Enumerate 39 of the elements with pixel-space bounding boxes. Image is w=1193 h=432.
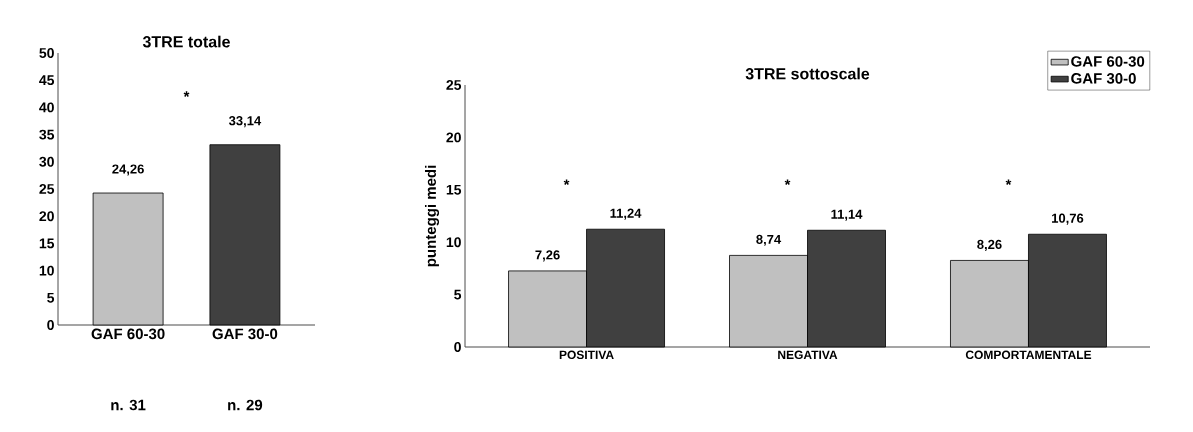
data-label: 7,26 [535,250,560,262]
annotation: * [784,179,791,185]
text: n. 29 [228,399,263,411]
legend-label: GAF 30-0 [1071,73,1136,84]
y-tick-label: 50 [39,48,54,58]
annotation: * [1005,179,1012,185]
y-tick-label: 25 [39,184,55,194]
text: n. 31 [111,399,146,411]
y-axis-title: punteggi medi [424,165,440,267]
y-tick-label: 25 [446,80,462,90]
data-label: 11,14 [831,209,863,221]
y-tick-label: 20 [39,211,54,222]
data-label: 11,24 [610,208,642,220]
y-tick-label: 15 [39,238,55,249]
y-tick-label: 20 [446,132,461,143]
y-tick-label: 30 [39,156,54,167]
y-tick-label: 10 [446,237,461,248]
annotation: * [183,91,190,97]
y-tick-label: 40 [39,102,54,113]
y-tick-label: 45 [39,75,55,86]
chart-title: 3TRE sottoscale [745,67,870,80]
y-tick-label: 0 [454,342,461,352]
legend-label: GAF 60-30 [1071,56,1145,67]
data-label: 8,26 [977,239,1002,251]
x-tick-label: NEGATIVA [778,350,838,360]
data-label: 10,76 [1052,213,1084,225]
data-label: 24,26 [112,164,144,176]
x-tick-label: POSITIVA [559,350,614,360]
chart-title: 3TRE totale [142,35,230,48]
data-label: 33,14 [228,116,262,128]
x-tick-label: COMPORTAMENTALE [965,350,1092,360]
y-tick-label: 10 [39,265,54,276]
y-tick-label: 5 [47,292,55,303]
y-tick-label: 15 [446,184,462,195]
y-tick-label: 0 [47,320,54,330]
y-tick-label: 5 [454,289,462,300]
y-tick-label: 35 [39,129,55,140]
annotation: * [563,179,570,185]
data-label: 8,74 [756,234,782,246]
